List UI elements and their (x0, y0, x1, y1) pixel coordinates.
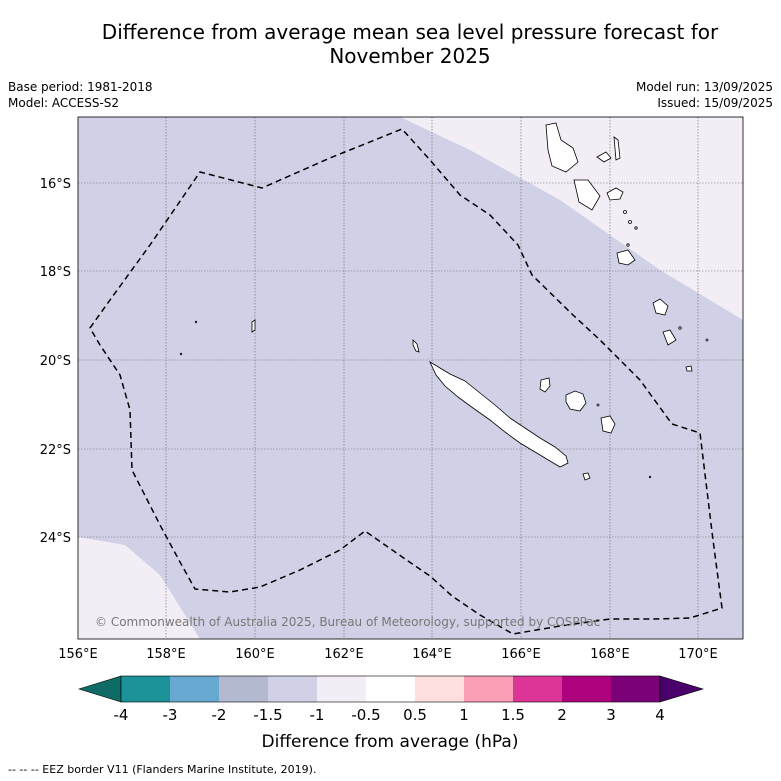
lat-label: 16°S (40, 177, 71, 192)
lat-label: 22°S (40, 443, 71, 458)
lon-label: 164°E (412, 647, 452, 662)
colorbar-tick-label: -1 (310, 706, 325, 724)
espiritu-santo-island (545, 122, 579, 173)
longitude-labels: 156°E 158°E 160°E 162°E 164°E 166°E 168°… (58, 647, 718, 662)
map-frame (77, 116, 744, 640)
lon-label: 170°E (678, 647, 718, 662)
eez-border (89, 128, 723, 635)
colorbar-tick-label: 3 (606, 706, 616, 724)
title-line-2: November 2025 (329, 44, 491, 68)
efate-island (616, 249, 636, 266)
lon-label: 168°E (590, 647, 630, 662)
belep-islands (412, 339, 420, 353)
latitude-labels: 16°S 18°S 20°S 22°S 24°S (40, 177, 71, 546)
tanna-island (662, 329, 677, 346)
anomaly-field-light-northeast (400, 117, 743, 320)
erromango-island (652, 298, 669, 316)
lat-label: 20°S (40, 354, 71, 369)
colorbar-segment (268, 676, 317, 702)
title-line-1: Difference from average mean sea level p… (101, 20, 719, 44)
copyright-notice: © Commonwealth of Australia 2025, Bureau… (95, 615, 600, 629)
footnote: -- -- -- EEZ border V11 (Flanders Marine… (8, 763, 317, 776)
colorbar-label: Difference from average (hPa) (262, 732, 519, 752)
lon-label: 156°E (58, 647, 98, 662)
colorbar-segment (121, 676, 170, 702)
chesterfield-islands (251, 319, 256, 333)
colorbar-tick-label: -4 (114, 706, 129, 724)
lat-label: 24°S (40, 531, 71, 546)
colorbar-tick-label: -0.5 (351, 706, 380, 724)
colorbar-segment (219, 676, 268, 702)
malekula-island (573, 179, 601, 211)
coastlines (179, 122, 709, 481)
colorbar-segment (170, 676, 219, 702)
lon-label: 162°E (324, 647, 364, 662)
isle-of-pines (582, 472, 591, 481)
colorbar-segments (77, 675, 705, 703)
lon-label: 160°E (235, 647, 275, 662)
colorbar-tick-label: -2 (212, 706, 227, 724)
pentecost-island (613, 136, 621, 161)
colorbar-segment (562, 676, 611, 702)
colorbar-segment (513, 676, 562, 702)
colorbar-segment (611, 676, 660, 702)
colorbar-tick-label: 1.5 (501, 706, 525, 724)
model-run: Model run: 13/09/2025 (635, 80, 773, 94)
issued-date: Issued: 15/09/2025 (657, 96, 773, 110)
colorbar-segment (415, 676, 464, 702)
lat-label: 18°S (40, 265, 71, 280)
lon-label: 166°E (501, 647, 541, 662)
map-area: © Commonwealth of Australia 2025, Bureau… (78, 117, 743, 639)
colorbar-segment (317, 676, 366, 702)
base-period: Base period: 1981-2018 (8, 80, 153, 94)
lifou-island (565, 390, 587, 412)
aneityum-island (685, 365, 693, 372)
colorbar-tick-label: -1.5 (253, 706, 282, 724)
model-name: Model: ACCESS-S2 (8, 96, 120, 110)
colorbar-extend-low (77, 675, 122, 703)
anomaly-field-light-southwest (78, 537, 200, 639)
colorbar-tick-label: 1 (459, 706, 469, 724)
colorbar-tick-label: 4 (655, 706, 665, 724)
lon-label: 158°E (146, 647, 186, 662)
ambae-island (596, 151, 612, 163)
colorbar-segment (464, 676, 513, 702)
colorbar-tick-label: -3 (163, 706, 178, 724)
colorbar-tick-label: 2 (557, 706, 567, 724)
colorbar: -4 -3 -2 -1.5 -1 -0.5 0.5 1 1.5 2 3 4 Difference fr… (77, 675, 705, 752)
ambrym-island (606, 187, 624, 201)
new-caledonia-main-island (429, 360, 569, 468)
colorbar-tick-label: 0.5 (403, 706, 427, 724)
ouvea-island (539, 377, 551, 393)
colorbar-extend-high (659, 675, 705, 703)
colorbar-ticks: -4 -3 -2 -1.5 -1 -0.5 0.5 1 1.5 2 3 4 (114, 706, 665, 724)
colorbar-frame (120, 675, 661, 703)
mare-island (600, 415, 616, 434)
colorbar-segment (366, 676, 415, 702)
gridlines (78, 117, 743, 639)
